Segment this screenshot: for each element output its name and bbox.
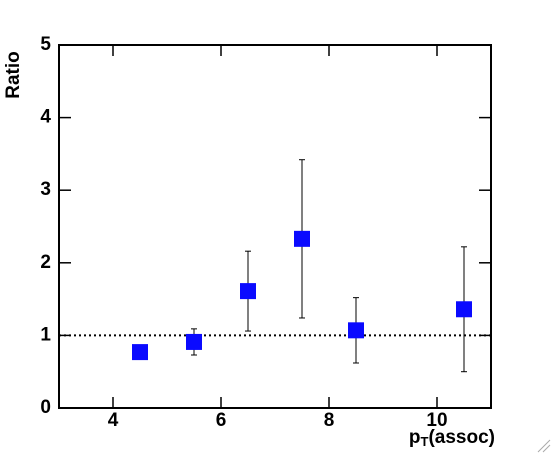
- x-label-sub: T: [421, 434, 429, 449]
- x-tick-label: 10: [426, 410, 447, 431]
- x-label-main: p: [409, 427, 421, 448]
- y-axis-label: Ratio: [3, 51, 24, 99]
- x-axis-label: pT(assoc): [409, 427, 495, 449]
- y-tick-label: 2: [40, 252, 51, 273]
- plot-frame: [58, 44, 492, 409]
- x-tick-label: 8: [324, 410, 335, 431]
- x-label-rest: (assoc): [428, 427, 495, 448]
- y-tick-label: 3: [40, 179, 51, 200]
- x-tick-label: 6: [216, 410, 227, 431]
- y-tick-label: 1: [40, 324, 51, 345]
- y-tick-label: 5: [40, 34, 51, 55]
- y-tick-label: 0: [40, 397, 51, 418]
- marker: [186, 333, 202, 350]
- y-tick-label: 4: [40, 107, 51, 128]
- x-tick-label: 4: [108, 410, 119, 431]
- marker: [456, 301, 472, 318]
- marker: [132, 344, 148, 361]
- marker: [240, 283, 256, 300]
- marker: [294, 230, 310, 247]
- resize-grip: [537, 439, 551, 453]
- marker: [348, 322, 364, 339]
